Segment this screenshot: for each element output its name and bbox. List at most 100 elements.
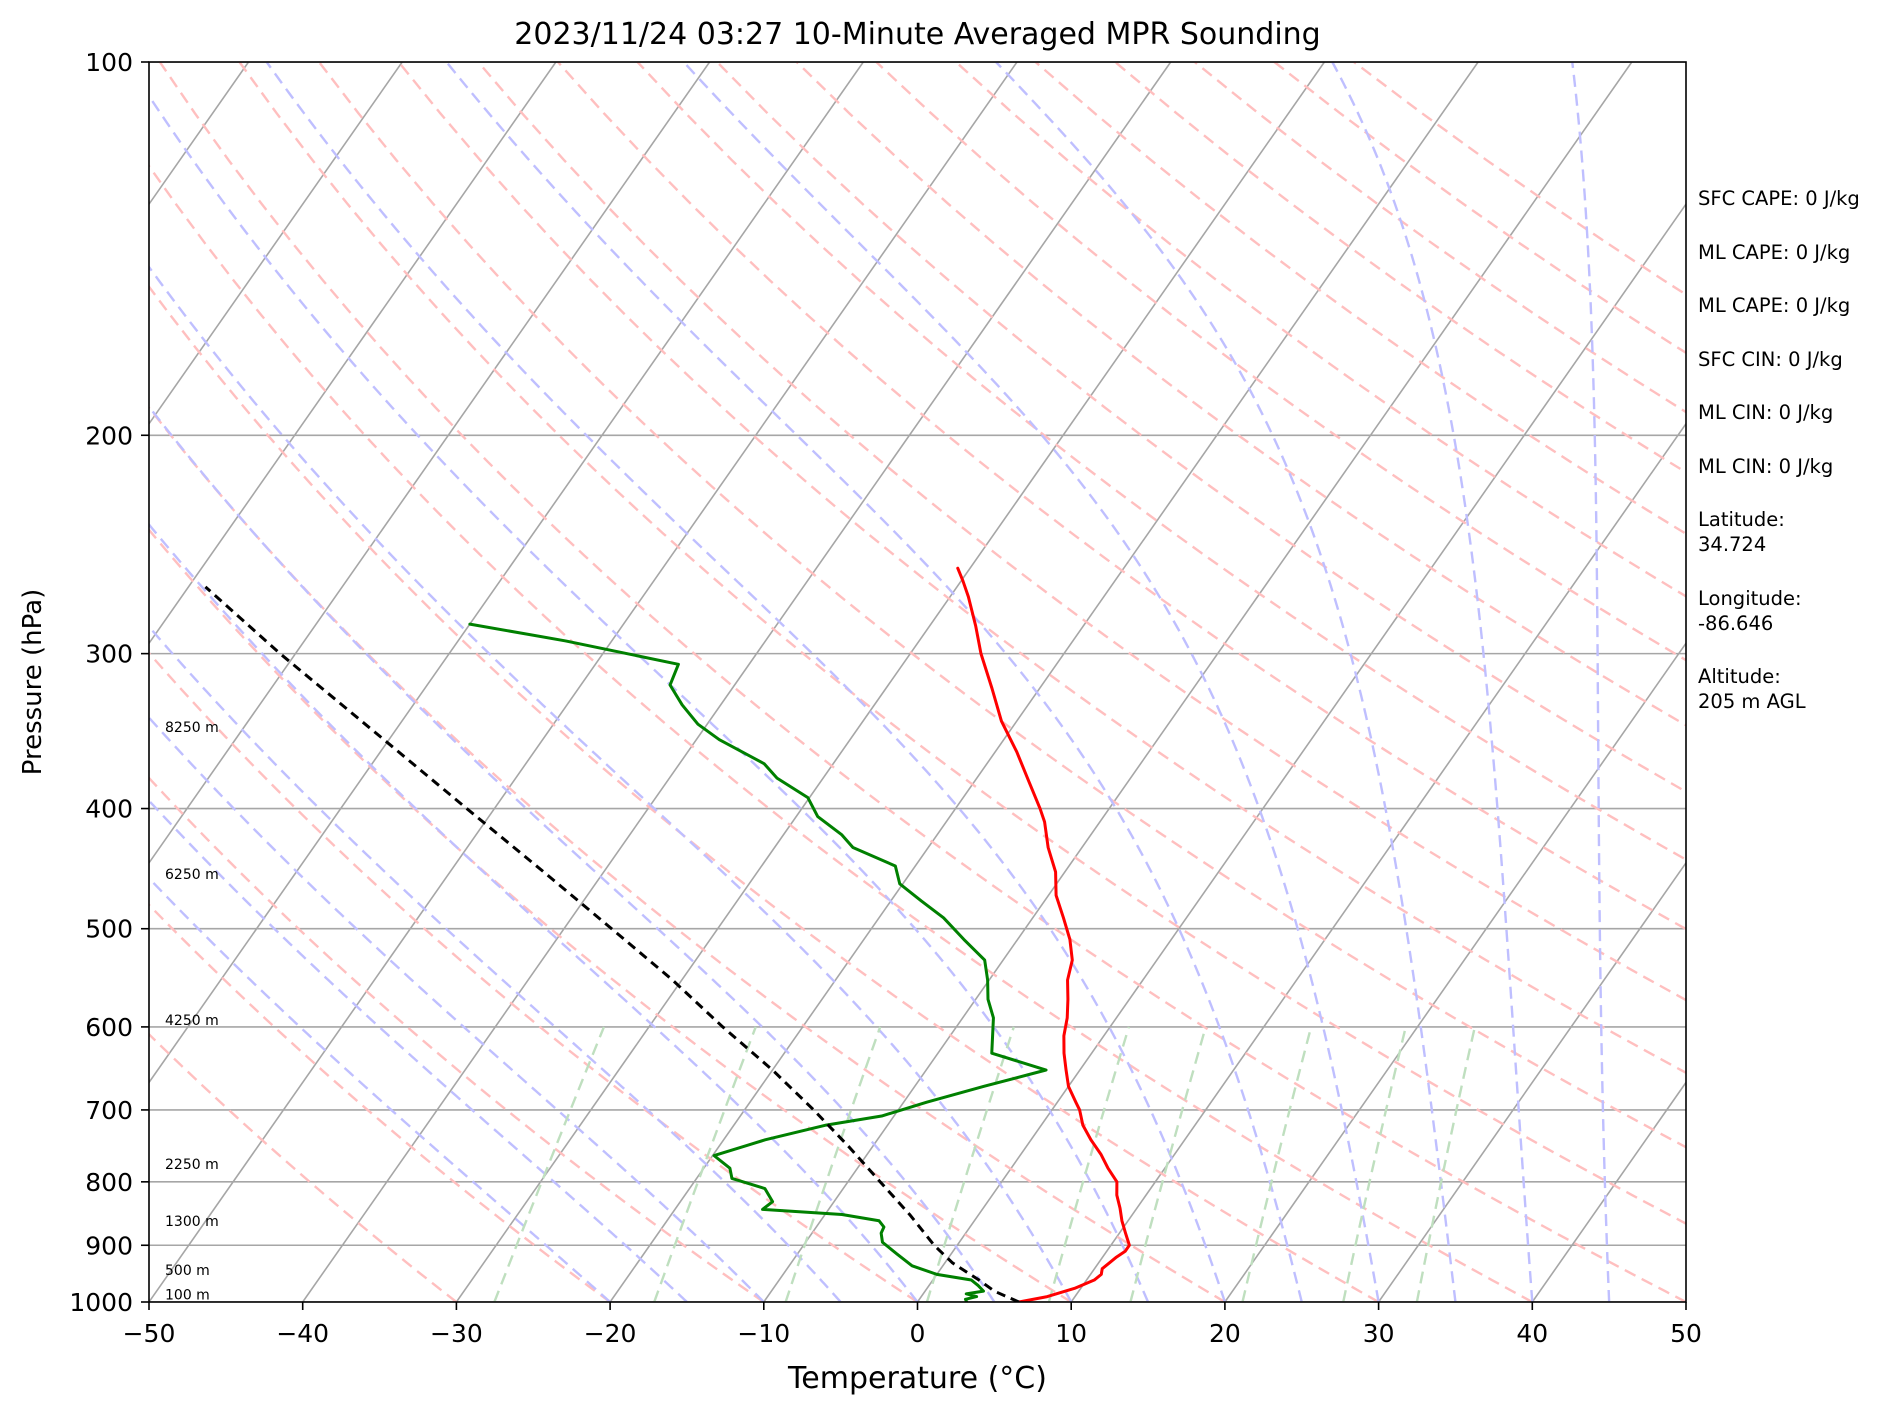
x-tick-label: 0 xyxy=(910,1319,926,1348)
dry-adiabat-line xyxy=(149,284,1380,1302)
mixing-ratio-line xyxy=(784,1026,882,1302)
dry-adiabat-line xyxy=(149,903,611,1302)
isotherm-line xyxy=(149,62,403,426)
y-tick-label: 200 xyxy=(85,421,133,450)
x-axis-label: Temperature (°C) xyxy=(787,1361,1047,1396)
mixing-ratio-line xyxy=(1241,1026,1313,1302)
moist-adiabat-line xyxy=(149,522,919,1302)
moist-adiabat-line xyxy=(995,62,1457,1302)
moist-adiabat-line xyxy=(1571,62,1611,1302)
mixing-ratio-line xyxy=(1047,1026,1131,1302)
moist-adiabat-line xyxy=(682,62,1380,1302)
x-tick-label: −20 xyxy=(584,1319,637,1348)
isotherm-line xyxy=(609,62,1479,1302)
isotherm-line xyxy=(763,62,1633,1302)
y-axis-label: Pressure (hPa) xyxy=(18,589,48,776)
dry-adiabat-line xyxy=(149,406,1226,1302)
y-tick-label: 300 xyxy=(85,640,133,669)
height-label: 2250 m xyxy=(165,1157,219,1173)
x-tick-label: 10 xyxy=(1055,1319,1087,1348)
plot-frame xyxy=(148,61,1687,1303)
x-tick-label: −30 xyxy=(430,1319,483,1348)
y-tick-label: 800 xyxy=(85,1168,133,1197)
moist-adiabat-line xyxy=(265,62,1227,1302)
mixing-ratio-line xyxy=(653,1026,757,1302)
moist-adiabat-line xyxy=(149,798,688,1302)
isotherm-line xyxy=(149,62,864,1084)
height-label: 100 m xyxy=(165,1287,210,1303)
moist-adiabat-line xyxy=(149,93,1150,1302)
param-ml-cin: ML CIN: 0 J/kg xyxy=(1698,401,1834,424)
chart-title: 2023/11/24 03:27 10-Minute Averaged MPR … xyxy=(514,17,1320,52)
height-label: 6250 m xyxy=(165,867,219,883)
y-tick-label: 500 xyxy=(85,915,133,944)
x-tick-label: 30 xyxy=(1363,1319,1395,1348)
x-tick-label: 50 xyxy=(1670,1319,1702,1348)
isotherm-line xyxy=(149,62,711,865)
sounding-profiles xyxy=(204,566,1131,1302)
y-tick-label: 400 xyxy=(85,795,133,824)
dry-adiabat-line xyxy=(716,62,1686,794)
height-label: 1300 m xyxy=(165,1214,219,1230)
dry-adiabat-line xyxy=(795,62,1686,727)
y-axis: 100 200 300 400 500 600 700 800 900 1000 xyxy=(69,48,149,1317)
isotherm-line xyxy=(302,62,1172,1302)
isotherm-line xyxy=(149,62,557,645)
dry-adiabat-line xyxy=(158,62,1686,1302)
dry-adiabat-line xyxy=(955,62,1686,598)
dry-adiabat-line xyxy=(149,776,765,1302)
dry-adiabat-line xyxy=(318,62,1686,1149)
param-ml-cape: ML CAPE: 0 J/kg xyxy=(1698,240,1851,264)
dewpoint-profile-line xyxy=(468,622,1048,1302)
mixing-ratio-line xyxy=(1415,1026,1477,1302)
y-tick-label: 900 xyxy=(85,1231,133,1260)
x-tick-label: 20 xyxy=(1209,1319,1241,1348)
height-label: 500 m xyxy=(165,1263,210,1279)
x-tick-label: 40 xyxy=(1516,1319,1548,1348)
parcel-profile-line xyxy=(204,585,1020,1302)
isotherm-line xyxy=(1377,861,1686,1302)
dry-adiabat-line xyxy=(238,62,1686,1225)
dry-adiabat-line xyxy=(149,651,919,1302)
mixing-ratio-line xyxy=(1342,1026,1407,1302)
isotherm-line xyxy=(149,62,1018,1302)
sounding-parameters: SFC CAPE: 0 J/kg ML CAPE: 0 J/kg ML CAPE… xyxy=(1698,186,1888,743)
x-tick-label: −40 xyxy=(276,1319,329,1348)
isotherm-line xyxy=(916,202,1686,1302)
mixing-ratio-line xyxy=(1129,1026,1207,1302)
param-longitude: Longitude: -86.646 xyxy=(1698,586,1802,635)
x-axis: −50 −40 −30 −20 −10 0 10 20 30 40 50 xyxy=(123,1302,1702,1348)
x-tick-label: −50 xyxy=(123,1319,176,1348)
param-sfc-cape: SFC CAPE: 0 J/kg xyxy=(1698,187,1860,210)
moist-adiabat-line xyxy=(1331,62,1534,1302)
dry-adiabat-line xyxy=(149,528,1072,1302)
param-latitude: Latitude: 34.724 xyxy=(1698,508,1785,556)
y-tick-label: 700 xyxy=(85,1096,133,1125)
mixing-ratio-line xyxy=(493,1026,606,1302)
moist-adiabat-line xyxy=(149,404,996,1302)
isotherm-line xyxy=(1531,1081,1686,1302)
y-tick-label: 100 xyxy=(85,48,133,77)
dry-adiabat-line xyxy=(397,62,1686,1075)
param-ml-cin: ML CIN: 0 J/kg xyxy=(1698,454,1834,478)
isotherm-line xyxy=(455,62,1326,1302)
dry-adiabat-line xyxy=(149,164,1533,1302)
x-tick-label: −10 xyxy=(737,1319,790,1348)
moist-adiabat-line xyxy=(149,624,842,1302)
temperature-profile-line xyxy=(956,566,1131,1302)
height-label: 8250 m xyxy=(165,720,219,736)
moist-adiabat-line xyxy=(149,876,611,1302)
moist-adiabat-line xyxy=(149,264,1073,1302)
height-labels: 100 m 500 m 1300 m 2250 m 4250 m 6250 m 8250 m xyxy=(165,720,219,1303)
isotherm-line xyxy=(1070,422,1686,1302)
y-tick-label: 1000 xyxy=(69,1288,133,1317)
param-sfc-cin: SFC CIN: 0 J/kg xyxy=(1698,347,1843,371)
isotherm-line xyxy=(1224,641,1686,1302)
param-altitude: Altitude: 205 m AGL xyxy=(1698,665,1806,713)
height-label: 4250 m xyxy=(165,1013,219,1029)
dry-adiabat-line xyxy=(149,1032,458,1302)
dry-adiabat-line xyxy=(556,62,1686,931)
param-ml-cape: ML CAPE: 0 J/kg xyxy=(1698,294,1851,317)
dry-adiabat-line xyxy=(477,62,1686,1002)
